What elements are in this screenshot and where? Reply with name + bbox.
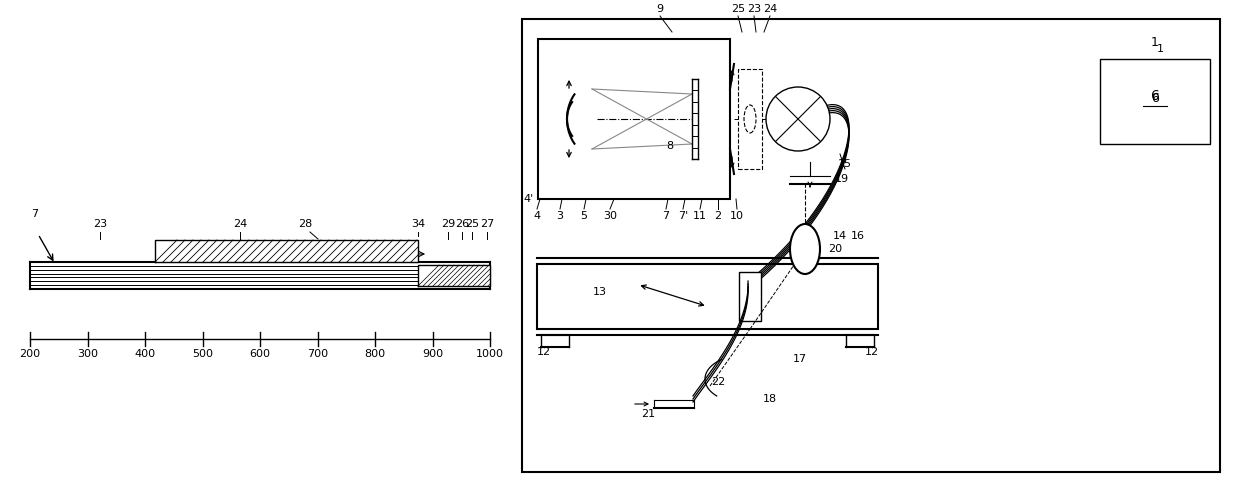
Text: 20: 20 (828, 244, 842, 254)
Text: 6: 6 (1151, 89, 1159, 104)
Text: 25: 25 (730, 4, 745, 14)
Text: 12: 12 (866, 347, 879, 357)
Text: 29: 29 (441, 219, 455, 229)
Text: 200: 200 (20, 349, 41, 359)
Text: 30: 30 (603, 211, 618, 221)
Text: 1: 1 (1157, 44, 1163, 54)
Text: 1000: 1000 (476, 349, 503, 359)
Text: 14: 14 (833, 231, 847, 241)
Bar (739, 272, 761, 321)
Circle shape (766, 87, 830, 151)
Text: 3: 3 (557, 211, 563, 221)
Text: 21: 21 (641, 409, 655, 419)
Bar (522, 19, 1220, 472)
Text: 400: 400 (134, 349, 155, 359)
Bar (738, 69, 763, 169)
Text: 26: 26 (455, 219, 469, 229)
Text: 300: 300 (77, 349, 98, 359)
Text: 34: 34 (410, 219, 425, 229)
Text: 24: 24 (233, 219, 247, 229)
Text: 16: 16 (851, 231, 866, 241)
Text: 11: 11 (693, 211, 707, 221)
Text: 5: 5 (580, 211, 588, 221)
Text: 13: 13 (593, 287, 608, 297)
Text: 9: 9 (656, 4, 663, 14)
Text: 25: 25 (465, 219, 479, 229)
Text: 7: 7 (31, 209, 38, 219)
Text: 22: 22 (711, 377, 725, 387)
Bar (537, 264, 878, 329)
Text: 800: 800 (365, 349, 386, 359)
Text: 1: 1 (1151, 36, 1159, 49)
Text: 15: 15 (838, 159, 852, 169)
Text: 27: 27 (480, 219, 494, 229)
Text: 12: 12 (537, 347, 551, 357)
Text: 700: 700 (308, 349, 329, 359)
Text: 7: 7 (662, 211, 670, 221)
Text: 2: 2 (714, 211, 722, 221)
Text: 6: 6 (1151, 92, 1159, 106)
Bar (1100, 59, 1210, 144)
Text: 23: 23 (746, 4, 761, 14)
Text: 500: 500 (192, 349, 213, 359)
Text: 18: 18 (763, 394, 777, 404)
Text: 24: 24 (763, 4, 777, 14)
Text: 28: 28 (298, 219, 312, 229)
Text: 8: 8 (666, 141, 673, 151)
Text: 7': 7' (678, 211, 688, 221)
Text: 4': 4' (523, 194, 534, 204)
Bar (418, 265, 490, 286)
Bar (155, 240, 418, 262)
Text: 17: 17 (792, 354, 807, 364)
Text: 19: 19 (835, 174, 849, 184)
Text: 900: 900 (422, 349, 443, 359)
Text: 4: 4 (533, 211, 541, 221)
Ellipse shape (790, 224, 820, 274)
Text: 10: 10 (730, 211, 744, 221)
Text: 23: 23 (93, 219, 107, 229)
Text: 600: 600 (249, 349, 270, 359)
Bar (538, 39, 730, 199)
